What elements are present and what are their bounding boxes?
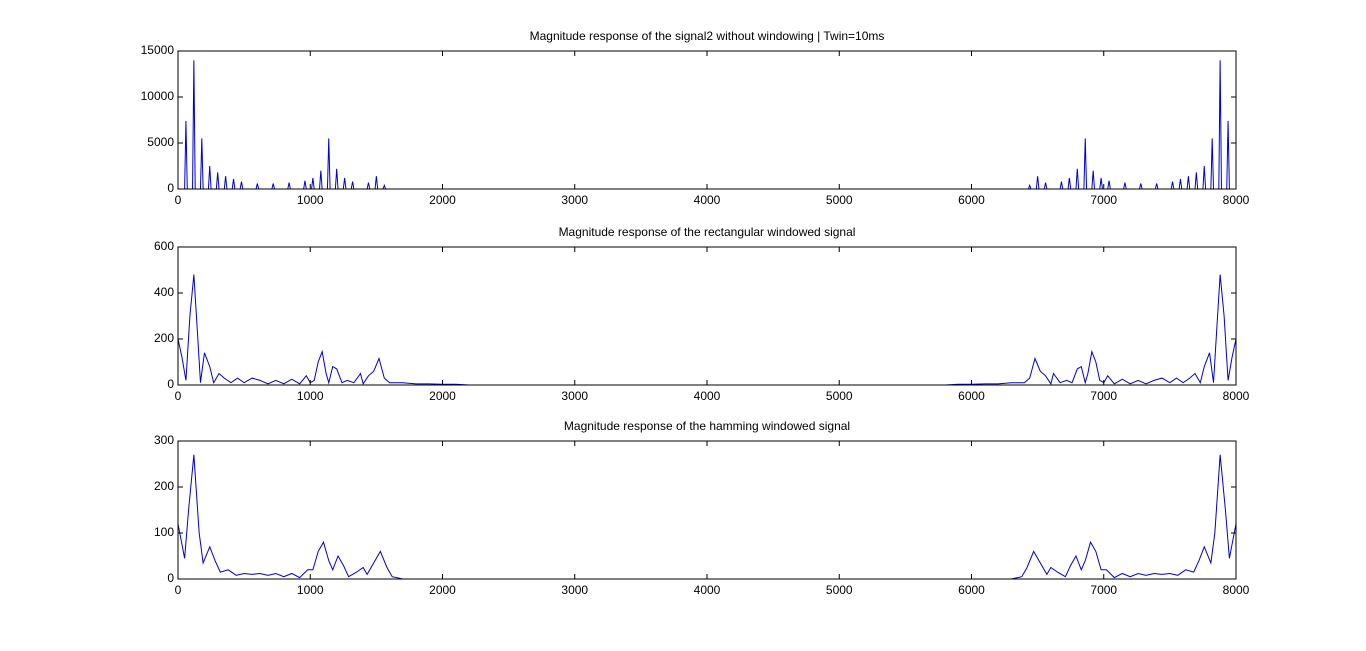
x-tick-label: 6000 <box>958 193 985 207</box>
x-tick-label: 3000 <box>561 389 588 403</box>
y-tick-label: 300 <box>154 433 174 447</box>
x-tick-label: 1000 <box>297 389 324 403</box>
y-tick-label: 0 <box>167 571 174 585</box>
chart-title: Magnitude response of the rectangular wi… <box>559 225 856 239</box>
x-tick-label: 0 <box>175 389 182 403</box>
y-tick-label: 15000 <box>141 43 175 57</box>
y-tick-label: 200 <box>154 331 174 345</box>
y-tick-label: 10000 <box>141 89 175 103</box>
x-tick-label: 0 <box>175 193 182 207</box>
x-tick-label: 6000 <box>958 389 985 403</box>
x-tick-label: 4000 <box>694 193 721 207</box>
y-tick-label: 600 <box>154 239 174 253</box>
x-tick-label: 8000 <box>1223 389 1250 403</box>
y-tick-label: 400 <box>154 285 174 299</box>
y-tick-label: 200 <box>154 479 174 493</box>
x-tick-label: 1000 <box>297 193 324 207</box>
x-tick-label: 3000 <box>561 193 588 207</box>
x-tick-label: 2000 <box>429 583 456 597</box>
y-tick-label: 5000 <box>147 135 174 149</box>
plot-area <box>178 441 1236 579</box>
x-tick-label: 6000 <box>958 583 985 597</box>
x-tick-label: 0 <box>175 583 182 597</box>
x-tick-label: 8000 <box>1223 193 1250 207</box>
x-tick-label: 4000 <box>694 583 721 597</box>
y-tick-label: 0 <box>167 181 174 195</box>
plot-area <box>178 51 1236 189</box>
x-tick-label: 8000 <box>1223 583 1250 597</box>
y-tick-label: 100 <box>154 525 174 539</box>
x-tick-label: 5000 <box>826 583 853 597</box>
plot-area <box>178 247 1236 385</box>
x-tick-label: 5000 <box>826 193 853 207</box>
x-tick-label: 7000 <box>1090 193 1117 207</box>
x-tick-label: 5000 <box>826 389 853 403</box>
x-tick-label: 1000 <box>297 583 324 597</box>
y-tick-label: 0 <box>167 377 174 391</box>
x-tick-label: 7000 <box>1090 389 1117 403</box>
x-tick-label: 2000 <box>429 389 456 403</box>
x-tick-label: 3000 <box>561 583 588 597</box>
x-tick-label: 2000 <box>429 193 456 207</box>
chart-title: Magnitude response of the hamming window… <box>564 419 850 433</box>
chart-title: Magnitude response of the signal2 withou… <box>530 29 885 43</box>
x-tick-label: 4000 <box>694 389 721 403</box>
x-tick-label: 7000 <box>1090 583 1117 597</box>
